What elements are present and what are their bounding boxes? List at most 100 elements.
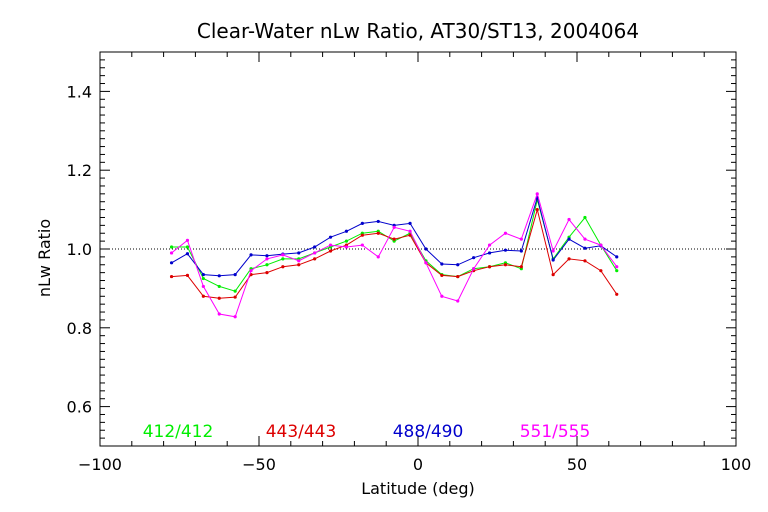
y-tick-label: 0.8 [67,319,92,338]
legend-entry-551-555: 551/555 [520,422,591,442]
data-point [456,263,460,267]
data-point [440,273,444,277]
data-point [297,263,301,267]
x-tick-label: −100 [78,455,122,474]
data-point [583,246,587,250]
data-point [185,273,190,277]
data-point [233,273,237,277]
data-point [233,295,237,299]
x-axis-label: Latitude (deg) [361,479,475,498]
data-point [424,261,428,265]
chart-title: Clear-Water nLw Ratio, AT30/ST13, 200406… [197,19,639,43]
data-point [265,271,269,275]
data-point [201,284,205,289]
data-point [217,284,221,289]
data-point [281,257,285,261]
data-point [185,245,190,249]
data-point [519,237,523,241]
data-point [567,217,571,222]
data-point [265,254,269,258]
data-point [408,233,412,237]
data-point [472,267,476,271]
y-tick-label: 0.6 [67,398,92,417]
data-point [487,243,492,247]
series-line-551-555 [171,192,618,318]
data-point [328,243,333,247]
data-point [551,258,555,262]
series-line-443-443 [171,207,618,299]
data-point [583,215,587,220]
data-point [440,294,444,298]
x-tick-label: −50 [242,455,276,474]
data-point [583,259,587,263]
data-point [472,256,476,260]
data-point [328,235,333,239]
series-line-488-490 [171,195,618,277]
data-point [583,237,587,241]
y-tick-label: 1.2 [67,161,92,180]
data-point [201,273,205,277]
data-point [503,248,508,252]
data-point [503,231,508,235]
data-point [551,249,555,253]
data-point [217,296,221,300]
data-point [169,261,174,265]
data-point [519,265,523,269]
data-point [297,259,301,263]
data-point [169,251,174,255]
data-point [217,312,221,316]
data-point [233,289,237,293]
legend-entry-412-412: 412/412 [143,422,214,442]
data-point [456,299,460,303]
data-point [201,294,205,298]
data-point [185,252,190,256]
data-point [519,249,523,253]
data-point [376,255,380,259]
data-point [360,221,364,225]
data-point [615,269,619,273]
data-point [376,231,380,235]
data-point [328,249,333,253]
x-tick-label: 100 [721,455,752,474]
data-point [551,273,555,277]
series-layer [169,192,619,319]
data-point [169,274,174,279]
data-point [313,245,317,249]
data-point [344,239,349,243]
axes: −100 −50 0 50 100 0.6 0.8 1.0 1.2 1.4 [67,52,752,474]
data-point [567,237,571,241]
data-point [201,276,205,281]
data-point [360,243,364,247]
data-point [535,208,539,212]
data-point [185,238,190,242]
data-point [344,245,349,249]
data-point [487,265,492,269]
data-point [615,265,619,269]
legend-entry-488-490: 488/490 [393,422,464,442]
data-point [281,265,285,269]
data-point [217,274,221,278]
data-point [615,292,619,296]
y-tick-label: 1.4 [67,82,92,101]
data-point [376,219,380,224]
legend-entry-443-443: 443/443 [266,422,337,442]
data-point [392,225,396,229]
data-point [265,263,269,267]
data-point [408,229,412,233]
data-point [487,251,492,255]
data-point [615,255,619,259]
data-point [392,237,396,241]
data-point [313,251,317,255]
data-point [265,257,269,261]
data-point [456,274,460,279]
data-point [249,269,253,273]
data-point [313,257,317,261]
data-point [424,247,428,251]
data-point [281,253,285,257]
data-point [360,233,364,237]
data-point [503,263,508,267]
data-point [599,269,603,273]
data-point [567,257,571,261]
y-axis-label: nLw Ratio [35,219,54,297]
